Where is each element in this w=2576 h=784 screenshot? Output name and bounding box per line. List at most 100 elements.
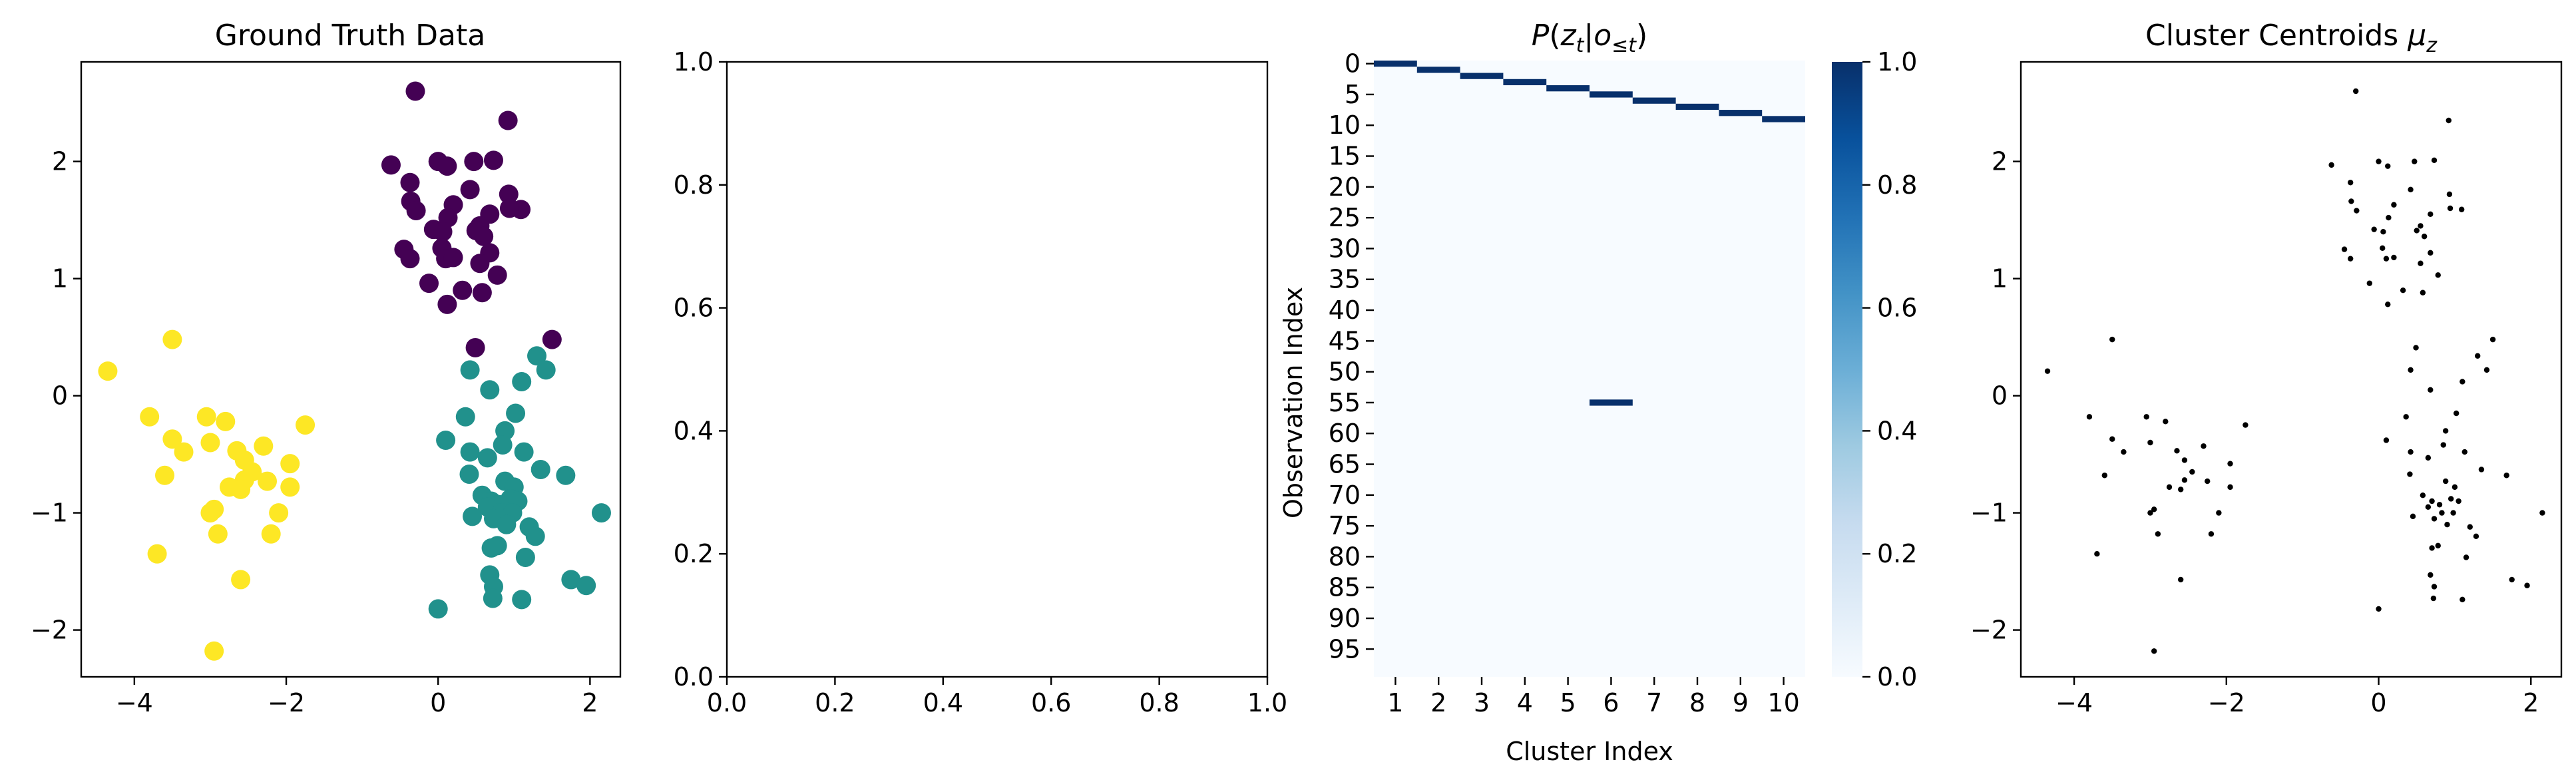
centroid-point (2181, 477, 2188, 483)
colorbar-tick-label: 0.2 (1877, 539, 1917, 568)
heatmap-ytick-label: 20 (1329, 172, 1361, 202)
data-point (514, 442, 534, 462)
centroid-point (2428, 211, 2434, 217)
centroid-point (2341, 246, 2348, 252)
data-point (497, 514, 517, 534)
heatmap-ytick-label: 75 (1329, 511, 1361, 540)
centroid-point (2408, 186, 2414, 193)
heatmap-xtick-label: 8 (1689, 688, 1705, 717)
centroid-point (2425, 455, 2432, 461)
panel3-axes: 1 2 3 4 5 6 7 8 9 1005101520253035404550556065707… (1329, 49, 1800, 717)
centroid-point (2503, 473, 2509, 479)
heatmap-xtick-label: 3 (1474, 688, 1490, 717)
centroid-point (2420, 290, 2426, 295)
centroid-point (2428, 387, 2434, 393)
heatmap-ytick-label: 0 (1345, 49, 1361, 79)
centroid-point (2429, 498, 2435, 504)
centroid-point (2143, 414, 2149, 420)
centroid-point (2418, 223, 2424, 229)
centroid-point (2431, 584, 2438, 590)
centroid-point (2452, 484, 2458, 490)
data-point (400, 172, 420, 192)
centroid-point (2462, 449, 2468, 455)
heatmap-xtick-label: 7 (1646, 688, 1662, 717)
centroid-point (2483, 367, 2490, 373)
data-point (483, 150, 503, 170)
panel2-axes: 0.0 0.2 0.4 0.6 0.8 1.0 0.0 0.2 0.4 0.6 0.8 1.0 (674, 47, 1288, 717)
centroid-point (2428, 572, 2434, 578)
centroid-point (2429, 545, 2435, 551)
centroid-point (2166, 484, 2173, 490)
panel1-xtick-label: −2 (268, 688, 305, 717)
panel1-ytick-label: 0 (52, 381, 68, 411)
panel2-ytick-label: 0.2 (674, 539, 714, 568)
data-point (515, 547, 535, 567)
data-point (208, 524, 228, 544)
heatmap-cell (1590, 399, 1633, 406)
centroid-point (2227, 484, 2233, 490)
panel4-ytick-label: 0 (1992, 381, 2008, 411)
heatmap-ytick-label: 95 (1329, 634, 1361, 664)
heatmap-xtick-label: 9 (1733, 688, 1749, 717)
centroid-point (2348, 180, 2354, 186)
data-point (204, 641, 224, 661)
data-point (258, 471, 278, 491)
centroid-point (2446, 117, 2452, 124)
data-point (296, 415, 316, 435)
heatmap-ytick-label: 85 (1329, 573, 1361, 602)
data-point (154, 465, 174, 485)
heatmap-ytick-label: 60 (1329, 419, 1361, 448)
data-point (436, 430, 456, 450)
heatmap-background (1374, 61, 1805, 677)
panel-ground-truth: Ground Truth Data −4 −2 0 2 −2 −1 0 1 2 (31, 19, 622, 717)
data-point (381, 155, 401, 175)
data-point (419, 274, 439, 294)
data-point (428, 599, 448, 619)
data-point (433, 222, 453, 242)
panel1-frame (80, 61, 622, 678)
centroid-point (2421, 234, 2428, 240)
centroid-point (2151, 506, 2157, 512)
centroid-point (2147, 439, 2153, 446)
centroid-point (2181, 457, 2188, 463)
heatmap-ytick-label: 15 (1329, 142, 1361, 171)
centroid-point (2436, 502, 2443, 508)
centroid-point (2177, 487, 2184, 492)
panel4-title: Cluster Centroids μz (2145, 19, 2438, 57)
centroid-point (2408, 449, 2414, 455)
centroid-point (2208, 531, 2215, 537)
centroid-point (2414, 228, 2420, 234)
panel2-xtick-label: 0.6 (1031, 688, 1071, 717)
colorbar-tick-label: 0.6 (1877, 294, 1917, 323)
data-point (147, 544, 167, 564)
centroid-point (2163, 419, 2169, 425)
centroid-point (2109, 436, 2115, 442)
ground-truth-points (98, 81, 611, 661)
data-point (280, 477, 300, 497)
centroid-point (2380, 229, 2386, 235)
centroid-point (2400, 288, 2406, 294)
centroid-point (2086, 414, 2093, 420)
centroid-point (2380, 245, 2386, 252)
centroid-point (2463, 554, 2469, 560)
panel2-ytick-label: 0.0 (674, 662, 714, 691)
heatmap-xtick-label: 4 (1517, 688, 1533, 717)
heatmap-cell (1675, 103, 1719, 110)
data-point (174, 442, 194, 462)
data-point (556, 465, 576, 485)
centroid-point (2174, 448, 2180, 454)
centroid-point (2420, 492, 2426, 498)
data-point (465, 337, 485, 357)
heatmap-ytick-label: 45 (1329, 326, 1361, 355)
centroid-point (2189, 469, 2195, 475)
data-point (561, 570, 581, 590)
centroid-point (2408, 367, 2414, 373)
data-point (477, 448, 497, 468)
centroid-point (2442, 428, 2449, 434)
data-point (499, 198, 519, 218)
centroid-point (2439, 510, 2445, 516)
panel2-ytick-label: 1.0 (674, 47, 714, 77)
data-point (460, 180, 480, 200)
